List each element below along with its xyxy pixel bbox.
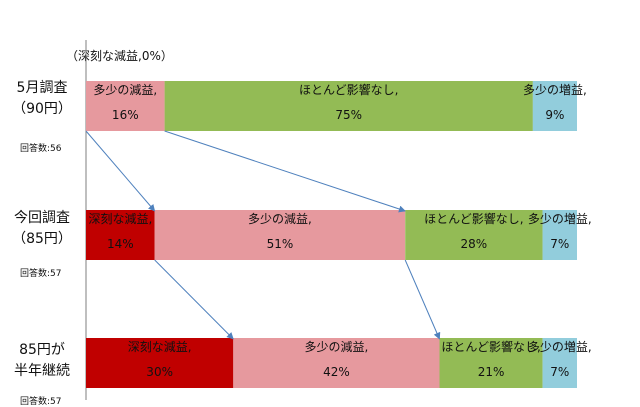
row-title-0: 5月調査 （90円） bbox=[0, 78, 84, 120]
chart-annotation: （深刻な減益,0%） bbox=[66, 49, 173, 63]
row-title-1-line-1: 今回調査 bbox=[14, 210, 70, 226]
segment-name-label-2-3: 多少の増益, bbox=[527, 340, 592, 354]
segment-value-label-0-3: 9% bbox=[545, 108, 565, 122]
segment-value-label-2-2: 21% bbox=[477, 365, 505, 379]
row-title-2: 85円が 半年継続 bbox=[0, 340, 84, 382]
segment-value-label-1-1: 51% bbox=[266, 237, 294, 251]
segment-name-label-2-1: 多少の減益, bbox=[304, 340, 369, 354]
bar-segment-1-2 bbox=[405, 210, 543, 260]
segment-name-label-0-3: 多少の増益, bbox=[522, 83, 587, 97]
bar-segment-1-0 bbox=[86, 210, 155, 260]
bar-segment-0-3 bbox=[532, 81, 577, 131]
row-title-2-line-2: 半年継続 bbox=[14, 363, 70, 379]
segment-value-label-0-1: 16% bbox=[111, 108, 139, 122]
row-title-0-line-1: 5月調査 bbox=[16, 80, 68, 96]
row-title-0-line-2: （90円） bbox=[12, 101, 72, 117]
segment-value-label-0-2: 75% bbox=[335, 108, 363, 122]
transition-arrow-0-2 bbox=[164, 130, 406, 213]
segment-name-label-2-2: ほとんど影響なし, bbox=[441, 340, 541, 354]
segment-name-label-0-2: ほとんど影響なし, bbox=[298, 83, 399, 97]
segment-name-label-0-1: 多少の減益, bbox=[93, 83, 158, 97]
segment-value-label-2-1: 42% bbox=[323, 365, 350, 379]
row-title-1-line-2: （85円） bbox=[12, 231, 72, 247]
row-count-0: 回答数:56 bbox=[20, 144, 62, 154]
bar-segment-1-3 bbox=[542, 210, 577, 260]
bar-segment-2-2 bbox=[439, 338, 543, 388]
segment-value-label-2-0: 30% bbox=[146, 365, 173, 379]
segment-value-label-1-2: 28% bbox=[460, 237, 488, 251]
segment-value-label-1-0: 14% bbox=[107, 237, 134, 251]
segment-name-label-1-2: ほとんど影響なし, bbox=[424, 212, 524, 226]
transition-arrow-1-1 bbox=[154, 259, 234, 340]
transition-arrow-1-2 bbox=[404, 259, 441, 340]
bar-segment-2-0 bbox=[86, 338, 234, 388]
bar-segment-0-1 bbox=[86, 81, 165, 131]
segment-value-label-1-3: 7% bbox=[550, 237, 570, 251]
segment-name-label-1-3: 多少の増益, bbox=[527, 212, 592, 226]
bar-segment-2-3 bbox=[542, 338, 577, 388]
row-title-1: 今回調査 （85円） bbox=[0, 208, 84, 250]
segment-name-label-1-1: 多少の減益, bbox=[248, 212, 312, 226]
row-count-1: 回答数:57 bbox=[20, 269, 62, 279]
bar-segment-1-1 bbox=[154, 210, 406, 260]
bar-segment-0-2 bbox=[164, 81, 533, 131]
segment-name-label-1-0: 深刻な減益, bbox=[88, 212, 153, 226]
segment-value-label-2-3: 7% bbox=[550, 365, 570, 379]
bar-segment-2-1 bbox=[233, 338, 440, 388]
row-title-2-line-1: 85円が bbox=[19, 342, 65, 358]
segment-name-label-2-0: 深刻な減益, bbox=[127, 340, 192, 354]
transition-arrow-0-1 bbox=[85, 130, 156, 212]
